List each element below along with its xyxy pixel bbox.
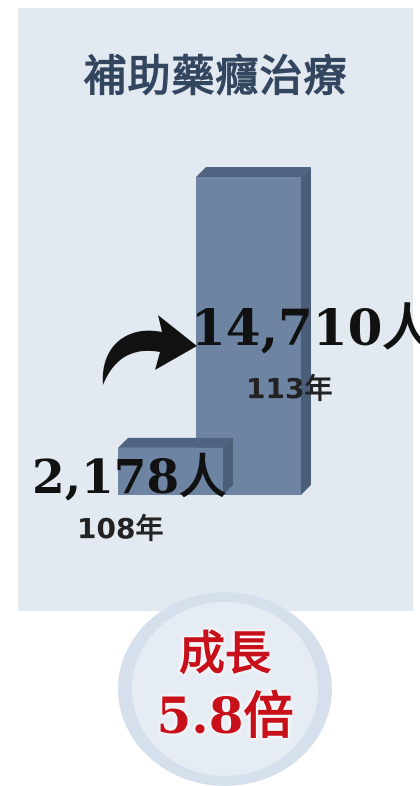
bar-front-face xyxy=(118,447,223,495)
bar-value-label-113: 14,710人 xyxy=(191,298,420,357)
growth-badge xyxy=(118,592,332,786)
bar-value-label-108: 2,178人 xyxy=(32,450,227,505)
bar-top-face xyxy=(196,167,311,177)
curved-arrow-icon xyxy=(102,315,197,385)
bar-category-label-113: 113年 xyxy=(246,372,333,405)
bar-category-label-108: 108年 xyxy=(77,512,164,545)
chart-title: 補助藥癮治療 xyxy=(83,52,348,102)
growth-label: 成長 xyxy=(179,626,271,680)
bar-side-face xyxy=(223,437,233,495)
bar-top-face xyxy=(118,437,233,448)
bar-108年 xyxy=(118,437,233,495)
bar-side-face xyxy=(301,167,311,495)
growth-multiplier: 5.8倍 xyxy=(156,686,294,745)
